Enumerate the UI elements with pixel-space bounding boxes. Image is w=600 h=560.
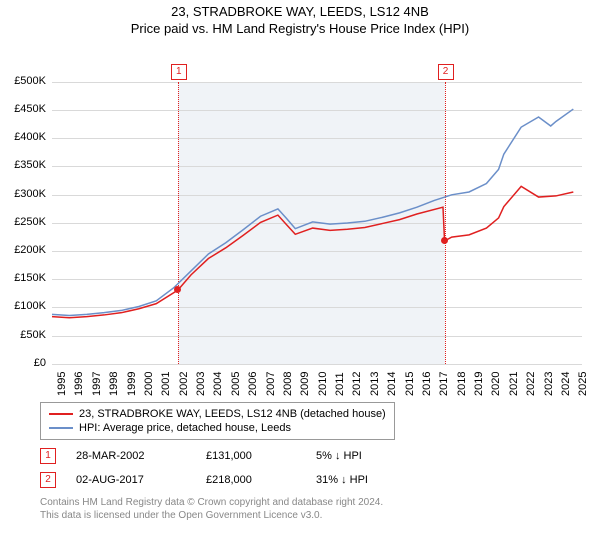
transaction-marker: 2 — [40, 472, 56, 488]
legend-label: 23, STRADBROKE WAY, LEEDS, LS12 4NB (det… — [79, 408, 386, 420]
series-hpi — [52, 109, 573, 315]
transaction-row: 2 02-AUG-2017 £218,000 31% ↓ HPI — [40, 472, 582, 488]
transactions-list: 1 28-MAR-2002 £131,000 5% ↓ HPI 2 02-AUG-2017… — [40, 448, 582, 488]
title-line-1: 23, STRADBROKE WAY, LEEDS, LS12 4NB — [0, 4, 600, 21]
transaction-marker: 1 — [40, 448, 56, 464]
footer-line-1: Contains HM Land Registry data © Crown c… — [40, 496, 582, 509]
footer-text: Contains HM Land Registry data © Crown c… — [40, 496, 582, 522]
transaction-date: 02-AUG-2017 — [76, 474, 186, 486]
below-chart: 23, STRADBROKE WAY, LEEDS, LS12 4NB (det… — [0, 398, 600, 530]
title-block: 23, STRADBROKE WAY, LEEDS, LS12 4NB Pric… — [0, 0, 600, 38]
legend-row: HPI: Average price, detached house, Leed… — [49, 421, 386, 435]
transaction-delta: 5% ↓ HPI — [316, 450, 362, 462]
legend-swatch — [49, 427, 73, 429]
transaction-delta: 31% ↓ HPI — [316, 474, 368, 486]
transaction-price: £131,000 — [206, 450, 296, 462]
transaction-date: 28-MAR-2002 — [76, 450, 186, 462]
title-line-2: Price paid vs. HM Land Registry's House … — [0, 21, 600, 38]
legend-row: 23, STRADBROKE WAY, LEEDS, LS12 4NB (det… — [49, 407, 386, 421]
footer-line-2: This data is licensed under the Open Gov… — [40, 509, 582, 522]
series-property — [52, 186, 573, 317]
legend-label: HPI: Average price, detached house, Leed… — [79, 422, 291, 434]
transaction-row: 1 28-MAR-2002 £131,000 5% ↓ HPI — [40, 448, 582, 464]
chart-svg — [0, 38, 600, 398]
legend-swatch — [49, 413, 73, 415]
figure-root: 23, STRADBROKE WAY, LEEDS, LS12 4NB Pric… — [0, 0, 600, 530]
chart-area: £0£50K£100K£150K£200K£250K£300K£350K£400… — [0, 38, 600, 398]
transaction-price: £218,000 — [206, 474, 296, 486]
legend-box: 23, STRADBROKE WAY, LEEDS, LS12 4NB (det… — [40, 402, 395, 440]
